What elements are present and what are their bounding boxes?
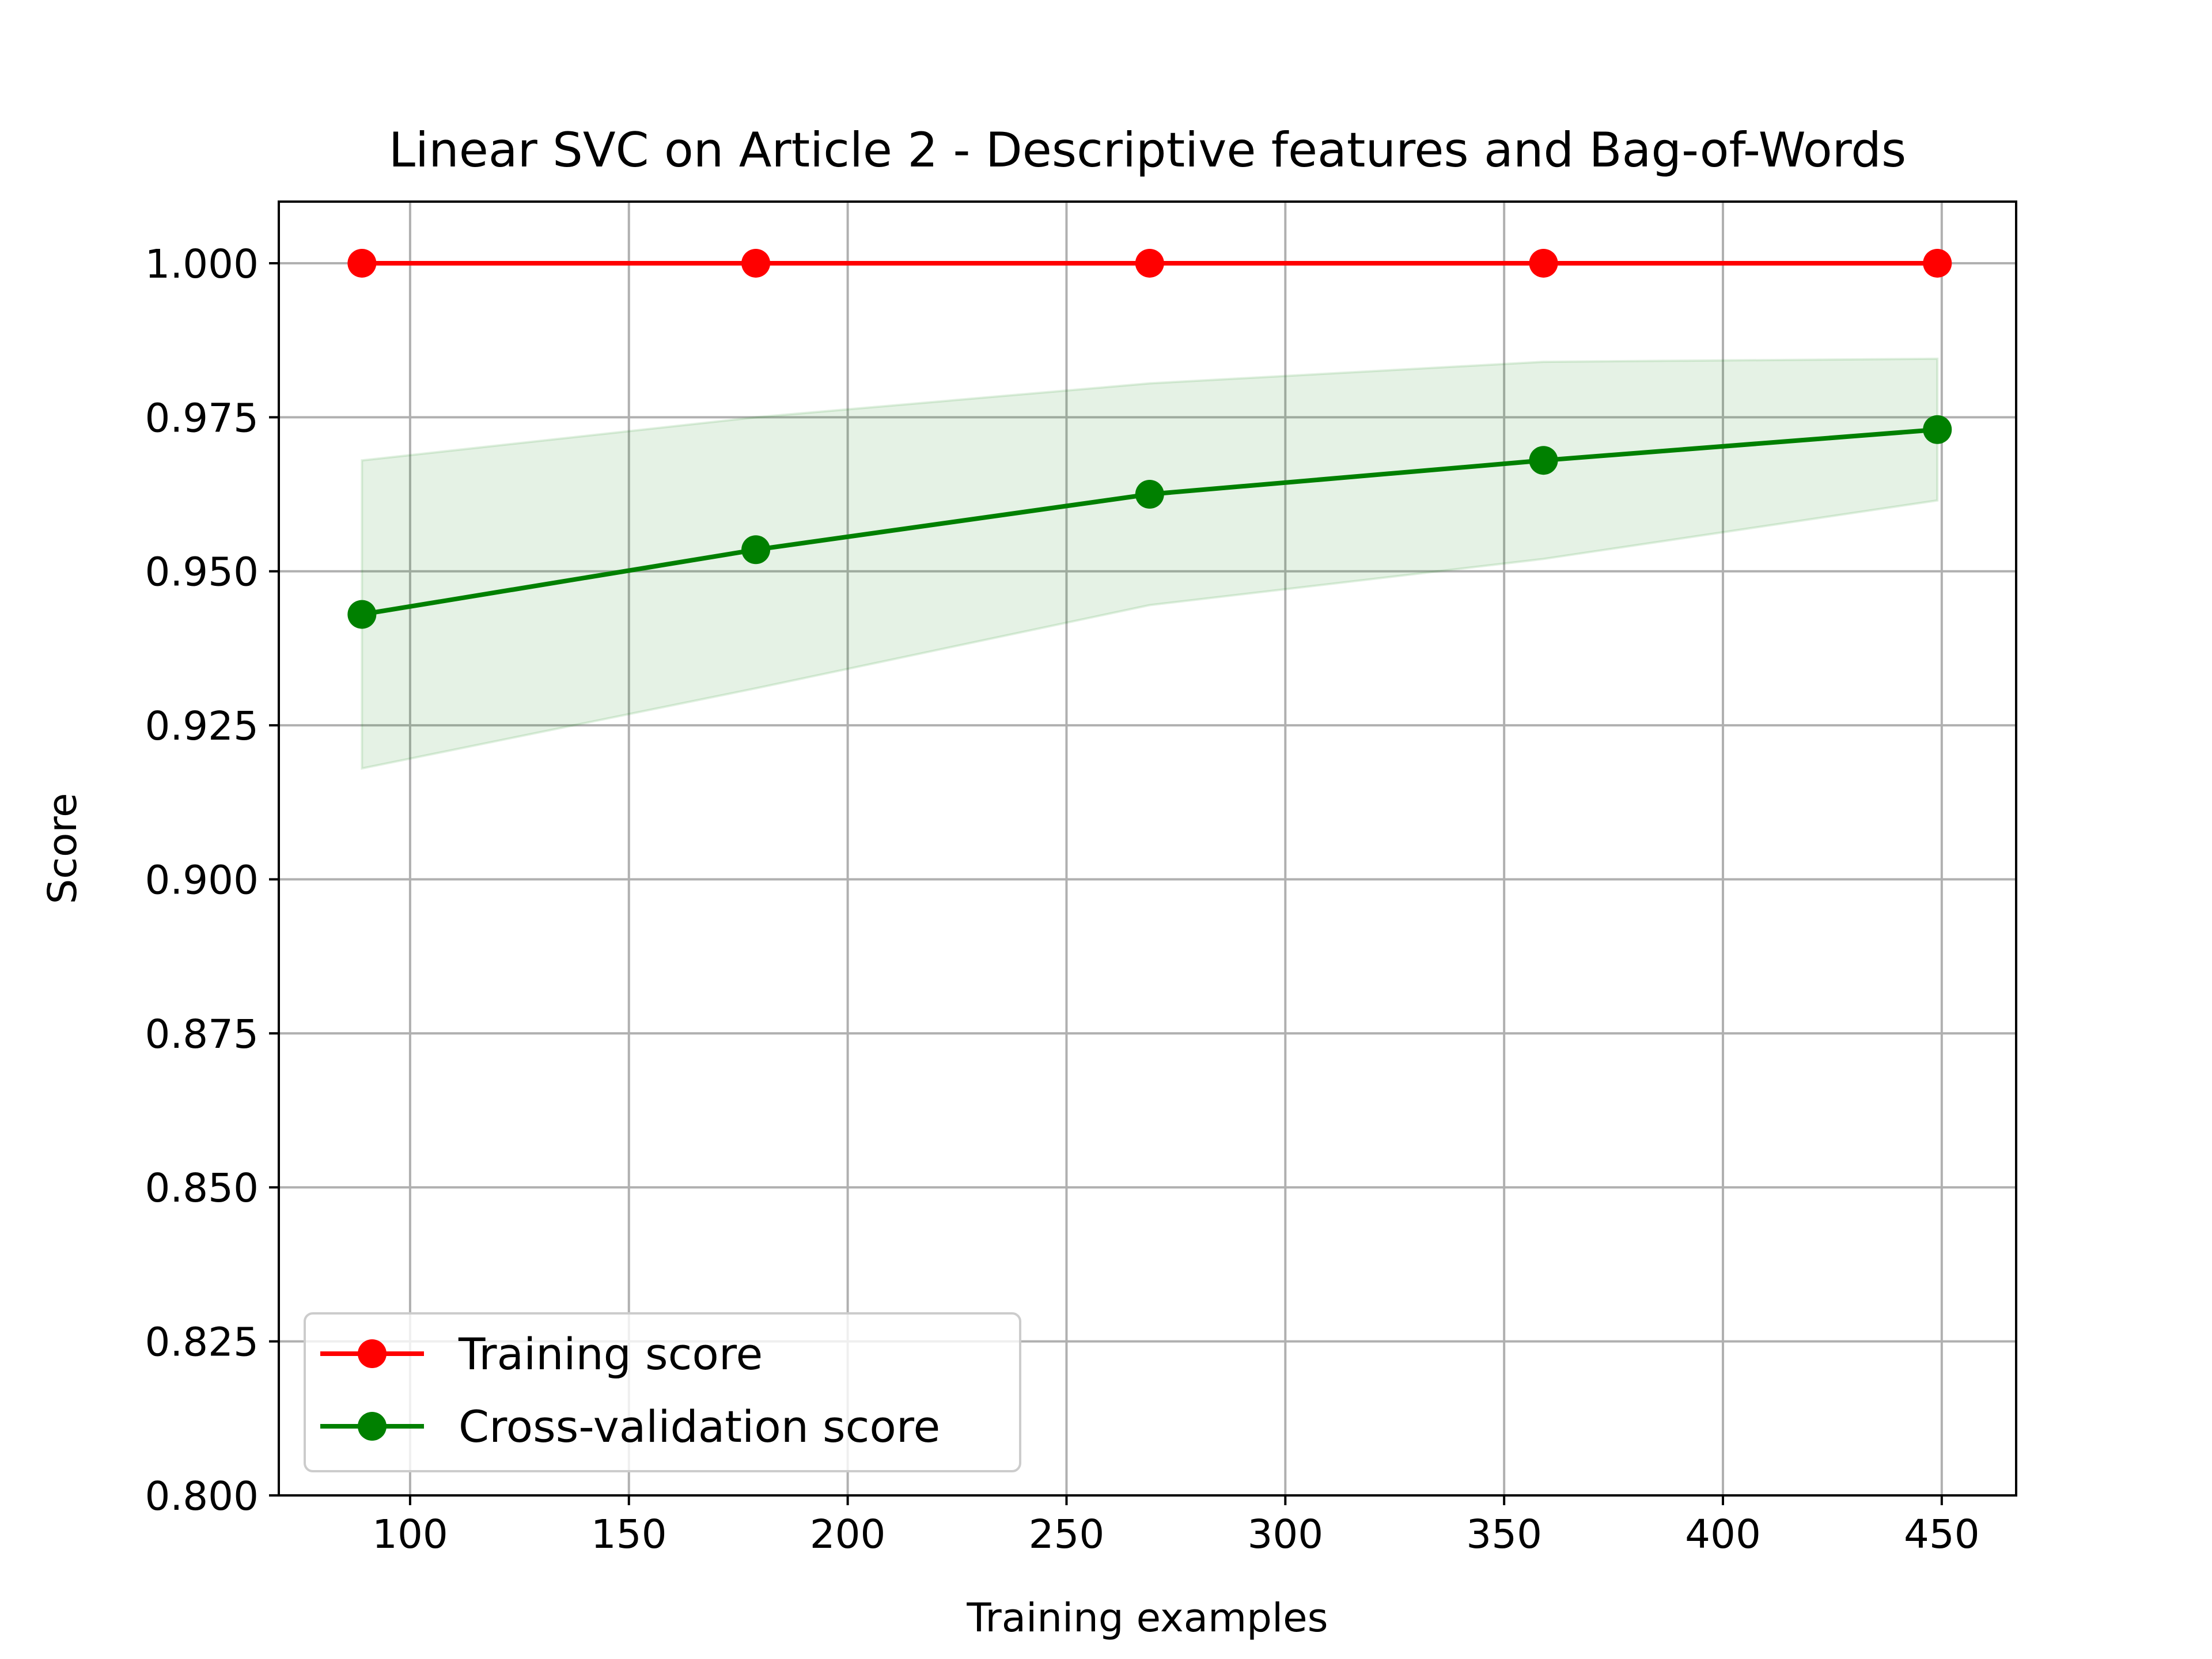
x-tick-label: 300 [1247, 1512, 1323, 1558]
x-tick-label: 400 [1685, 1512, 1761, 1558]
training-point [741, 248, 771, 278]
y-tick-label: 0.800 [145, 1474, 259, 1520]
legend-label-training: Training score [458, 1328, 763, 1380]
cross-validation-point [1529, 446, 1558, 475]
x-tick-label: 100 [372, 1512, 448, 1558]
training-point [347, 248, 377, 278]
y-tick-label: 0.925 [145, 703, 259, 749]
x-tick-label: 350 [1466, 1512, 1542, 1558]
training-point [1529, 248, 1558, 278]
legend-label-cross-validation: Cross-validation score [459, 1401, 940, 1452]
plot-frame [278, 200, 2017, 1497]
cross-validation-point [347, 600, 377, 629]
cross-validation-point [741, 535, 771, 565]
y-tick-label: 0.875 [145, 1012, 259, 1058]
legend-box [304, 1312, 1021, 1472]
cross-validation-point [1923, 415, 1952, 444]
x-tick-label: 200 [810, 1512, 886, 1558]
series-points [347, 248, 1952, 629]
x-axis-ticks: 100 150 200 250 300 350 400 450 [372, 1495, 1980, 1558]
x-tick-label: 450 [1904, 1512, 1980, 1558]
cross-validation-point [1135, 480, 1164, 509]
y-tick-label: 1.000 [145, 241, 259, 287]
chart-title: Linear SVC on Article 2 - Descriptive fe… [389, 122, 1906, 178]
x-tick-label: 150 [591, 1512, 667, 1558]
x-tick-label: 250 [1029, 1512, 1105, 1558]
y-tick-label: 0.825 [145, 1320, 259, 1366]
legend-marker-training [358, 1339, 387, 1368]
training-point [1923, 248, 1952, 278]
y-axis-label: Score [40, 793, 86, 904]
legend-marker-cross-validation [358, 1412, 387, 1441]
y-tick-label: 0.850 [145, 1165, 259, 1211]
y-tick-label: 0.950 [145, 550, 259, 596]
legend: Training score Cross-validation score [304, 1312, 1021, 1472]
y-tick-label: 0.975 [145, 395, 259, 441]
y-axis-ticks: 0.800 0.825 0.850 0.875 0.900 0.925 0.950 0.975… [145, 241, 279, 1520]
x-axis-label: Training examples [966, 1595, 1328, 1641]
y-tick-label: 0.900 [145, 857, 259, 903]
training-point [1135, 248, 1164, 278]
